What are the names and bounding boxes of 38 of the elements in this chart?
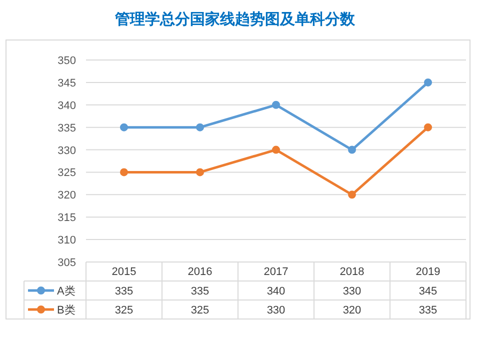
point	[120, 168, 128, 176]
y-tick-label: 325	[58, 167, 76, 180]
data-label: 325	[190, 304, 210, 316]
data-label: 330	[266, 304, 286, 316]
point	[272, 146, 280, 154]
y-tick-label: 330	[58, 144, 76, 157]
title: 管理学总分国家线趋势图及单科分数	[115, 11, 355, 28]
y-tick-label: 340	[58, 100, 76, 112]
point	[348, 190, 356, 199]
legend-label: B类	[57, 304, 76, 316]
point	[196, 168, 204, 176]
point	[120, 123, 128, 132]
x-tick-label: 2015	[112, 266, 136, 278]
data-label: 335	[114, 286, 134, 298]
y-tick-label: 305	[58, 257, 76, 269]
x-tick-label: 2017	[264, 266, 288, 278]
y-tick-label: 315	[58, 212, 76, 224]
data-label: 330	[342, 286, 362, 298]
y-tick-label: 335	[58, 122, 76, 134]
point	[196, 123, 204, 132]
data-label: 345	[418, 286, 438, 298]
x-tick-label: 2019	[416, 266, 440, 278]
x-tick-label: 2016	[188, 266, 212, 278]
y-tick-label: 350	[58, 55, 76, 67]
data-label: 340	[266, 286, 286, 298]
data-label: 335	[418, 304, 438, 316]
point	[272, 100, 280, 109]
data-label: 325	[114, 304, 134, 316]
point	[348, 146, 356, 154]
data-label: 320	[342, 304, 362, 316]
legend-label: A类	[57, 284, 76, 298]
y-tick-label: 320	[58, 190, 76, 202]
y-tick-label: 310	[58, 234, 76, 247]
y-tick-label: 345	[58, 77, 76, 90]
point	[424, 123, 432, 132]
point	[424, 78, 432, 86]
x-tick-label: 2018	[340, 266, 364, 278]
data-label: 335	[190, 286, 210, 298]
